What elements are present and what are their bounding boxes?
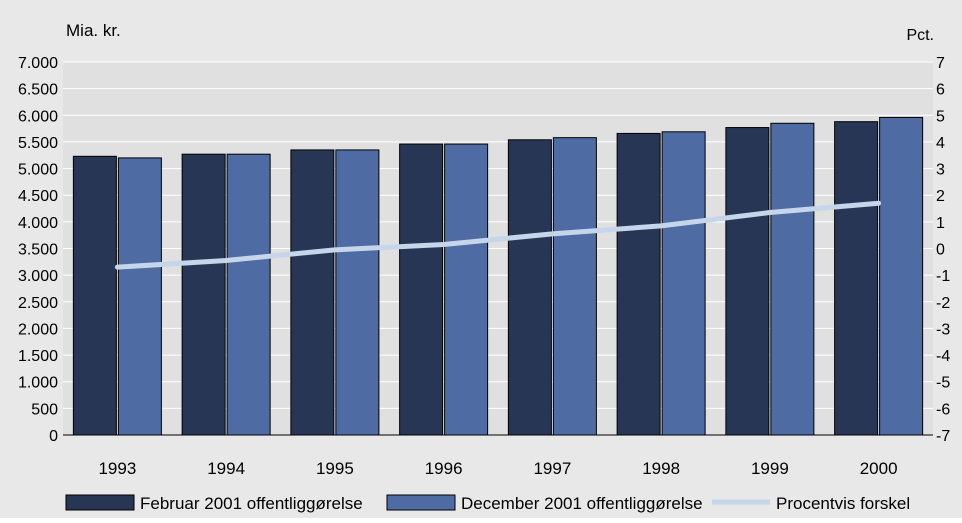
bar-december (661, 131, 706, 436)
x-tick-label: 1995 (316, 459, 354, 478)
y-tick-label-left: 1.500 (18, 348, 58, 365)
legend-item-februar-label: Februar 2001 offentliggørelse (140, 494, 363, 513)
bar-december (226, 153, 271, 436)
x-tick-label: 1997 (533, 459, 571, 478)
bar-december (879, 116, 924, 436)
y-tick-label-left: 6.000 (18, 108, 58, 125)
y-tick-label-left: 4.000 (18, 215, 58, 232)
x-tick-label: 1994 (207, 459, 245, 478)
bar-februar (616, 132, 661, 436)
y-tick-label-left: 7.000 (18, 55, 58, 72)
x-tick-label: 1996 (425, 459, 463, 478)
y-tick-label-left: 5.000 (18, 162, 58, 179)
bar-december (117, 157, 162, 436)
y-tick-label-left: 500 (31, 401, 58, 418)
bar-februar (181, 153, 226, 436)
y-axis-label-right: Pct. (906, 27, 934, 44)
legend-item-procentvis-label: Procentvis forskel (776, 494, 910, 513)
y-tick-label-left: 6.500 (18, 82, 58, 99)
legend-item-december-label: December 2001 offentliggørelse (461, 494, 703, 513)
y-tick-label-left: 3.000 (18, 268, 58, 285)
y-tick-label-right: 2 (936, 188, 945, 205)
line-procentvis-forskel (114, 200, 882, 270)
y-tick-label-left: 5.500 (18, 135, 58, 152)
y-tick-label-right: -2 (936, 295, 950, 312)
bar-december (770, 122, 815, 436)
y-tick-label-left: 2.500 (18, 295, 58, 312)
y-tick-label-right: -1 (936, 268, 950, 285)
y-tick-label-right: 1 (936, 215, 945, 232)
x-tick-label: 1993 (98, 459, 136, 478)
bar-december (552, 137, 597, 436)
y-tick-label-left: 2.000 (18, 321, 58, 338)
y-tick-label-right: 4 (936, 135, 945, 152)
bar-december (335, 149, 380, 436)
y-tick-label-right: -6 (936, 401, 950, 418)
y-tick-label-right: 0 (936, 242, 945, 259)
y-tick-label-left: 3.500 (18, 242, 58, 259)
y-tick-label-right: 3 (936, 162, 945, 179)
y-tick-label-left: 1.000 (18, 375, 58, 392)
x-tick-label: 2000 (860, 459, 898, 478)
bar-februar (399, 143, 444, 436)
y-tick-label-left: 4.500 (18, 188, 58, 205)
bar-februar (507, 139, 552, 436)
y-tick-label-right: -5 (936, 375, 950, 392)
bar-februar (834, 121, 879, 436)
x-tick-label: 1998 (642, 459, 680, 478)
y-tick-label-right: -7 (936, 428, 950, 445)
y-tick-label-right: -3 (936, 321, 950, 338)
y-tick-label-right: 7 (936, 55, 945, 72)
legend-item-februar-swatch (65, 494, 135, 511)
y-tick-label-right: 5 (936, 108, 945, 125)
y-tick-label-left: 0 (49, 428, 58, 445)
bar-december (444, 143, 489, 436)
bar-februar (290, 149, 335, 436)
legend-item-december-swatch (386, 494, 456, 511)
legend: Februar 2001 offentliggørelse December 20… (65, 494, 910, 513)
y-tick-label-right: 6 (936, 82, 945, 99)
x-tick-label: 1999 (751, 459, 789, 478)
bar-februar (725, 127, 770, 436)
y-axis-label-left: Mia. kr. (66, 21, 121, 40)
bar-februar (72, 155, 117, 436)
y-tick-label-right: -4 (936, 348, 950, 365)
